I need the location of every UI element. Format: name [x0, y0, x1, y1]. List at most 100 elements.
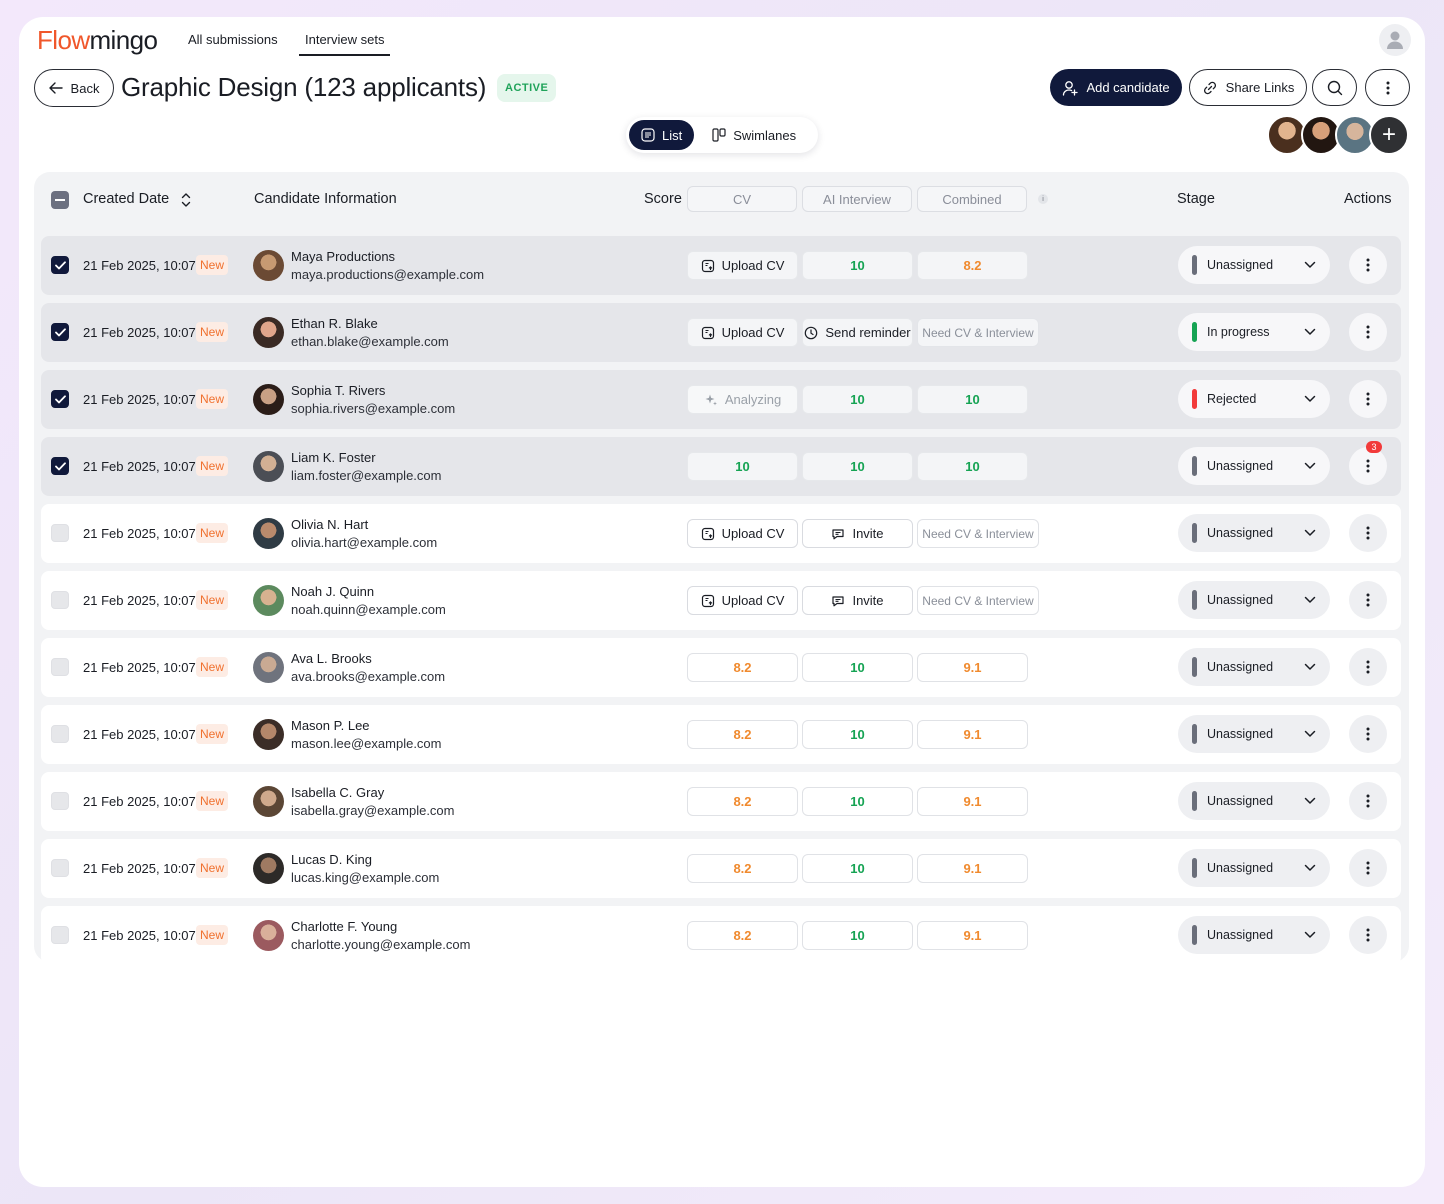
columns-icon: [712, 128, 726, 142]
share-links-button[interactable]: Share Links: [1189, 69, 1307, 106]
view-toggle: List Swimlanes: [626, 117, 818, 153]
stage-dropdown[interactable]: In progress: [1178, 313, 1330, 351]
candidate-name[interactable]: Isabella C. Gray: [291, 785, 385, 800]
row-actions-button[interactable]: [1349, 380, 1387, 418]
upload-cv-button[interactable]: Upload CV: [687, 586, 798, 615]
candidate-name[interactable]: Lucas D. King: [291, 852, 372, 867]
table-row[interactable]: 21 Feb 2025, 10:07 New Mason P. Lee mason.l…: [41, 705, 1401, 764]
upload-icon: [701, 527, 714, 540]
row-actions-button[interactable]: [1349, 246, 1387, 284]
candidate-name[interactable]: Ava L. Brooks: [291, 651, 372, 666]
info-icon[interactable]: i: [1038, 194, 1048, 204]
table-row[interactable]: 21 Feb 2025, 10:07 New Noah J. Quinn noah.q…: [41, 571, 1401, 630]
invite-button[interactable]: Invite: [802, 586, 913, 615]
table-row[interactable]: 21 Feb 2025, 10:07 New Isabella C. Gray isa…: [41, 772, 1401, 831]
row-checkbox[interactable]: [51, 792, 69, 810]
stage-indicator: [1192, 590, 1197, 610]
table-row[interactable]: 21 Feb 2025, 10:07 New Charlotte F. Young c…: [41, 906, 1401, 965]
logo[interactable]: Flowmingo: [37, 25, 158, 55]
back-button[interactable]: Back: [34, 69, 114, 107]
row-checkbox[interactable]: [51, 658, 69, 676]
chevron-down-icon: [1304, 864, 1316, 871]
score-cell: 8.2: [687, 653, 798, 682]
table-row[interactable]: 21 Feb 2025, 10:07 New Lucas D. King lucas.…: [41, 839, 1401, 898]
user-avatar[interactable]: [1379, 24, 1411, 56]
row-checkbox[interactable]: [51, 457, 69, 475]
created-date: 21 Feb 2025, 10:07: [83, 258, 196, 273]
column-created-date[interactable]: Created Date: [83, 191, 170, 207]
row-checkbox[interactable]: [51, 725, 69, 743]
row-actions-button[interactable]: [1349, 447, 1387, 485]
row-checkbox[interactable]: [51, 926, 69, 944]
new-badge: New: [196, 858, 229, 878]
row-checkbox[interactable]: [51, 256, 69, 274]
add-member-icon[interactable]: +: [1369, 115, 1409, 155]
row-actions-button[interactable]: [1349, 581, 1387, 619]
select-all-checkbox[interactable]: [51, 191, 69, 209]
candidate-name[interactable]: Sophia T. Rivers: [291, 383, 386, 398]
row-actions-button[interactable]: [1349, 313, 1387, 351]
candidate-name[interactable]: Maya Productions: [291, 249, 396, 264]
candidate-name[interactable]: Noah J. Quinn: [291, 584, 375, 599]
add-candidate-button[interactable]: Add candidate: [1050, 69, 1182, 106]
row-checkbox[interactable]: [51, 524, 69, 542]
upload-cv-button[interactable]: Upload CV: [687, 519, 798, 548]
row-actions-button[interactable]: [1349, 916, 1387, 954]
row-checkbox[interactable]: [51, 323, 69, 341]
row-actions-button[interactable]: [1349, 782, 1387, 820]
row-actions-button[interactable]: [1349, 849, 1387, 887]
candidate-name[interactable]: Charlotte F. Young: [291, 919, 398, 934]
table-row[interactable]: 21 Feb 2025, 10:07 New Ethan R. Blake ethan…: [41, 303, 1401, 362]
new-badge: New: [196, 322, 229, 342]
upload-cv-button[interactable]: Upload CV: [687, 318, 798, 347]
row-actions-button[interactable]: [1349, 514, 1387, 552]
tab-all-submissions[interactable]: All submissions: [188, 32, 278, 47]
table-row[interactable]: 21 Feb 2025, 10:07 New Ava L. Brooks ava.br…: [41, 638, 1401, 697]
stage-indicator: [1192, 657, 1197, 677]
stage-dropdown[interactable]: Unassigned: [1178, 782, 1330, 820]
team-avatars[interactable]: +: [1267, 115, 1412, 155]
need-cv-interview-status: Need CV & Interview: [917, 318, 1039, 347]
send-reminder-button[interactable]: Send reminder: [802, 318, 913, 347]
table-row[interactable]: 21 Feb 2025, 10:07 New Sophia T. Rivers sop…: [41, 370, 1401, 429]
row-checkbox[interactable]: [51, 859, 69, 877]
stage-dropdown[interactable]: Unassigned: [1178, 447, 1330, 485]
table-row[interactable]: 21 Feb 2025, 10:07 New Maya Productions may…: [41, 236, 1401, 295]
clock-icon: [805, 326, 818, 339]
sparkle-icon: [705, 394, 717, 405]
table-row[interactable]: 21 Feb 2025, 10:07 New Olivia N. Hart olivi…: [41, 504, 1401, 563]
list-view-button[interactable]: List: [629, 120, 695, 150]
sort-icon[interactable]: [181, 192, 191, 208]
stage-dropdown[interactable]: Unassigned: [1178, 514, 1330, 552]
more-vertical-icon: [1366, 928, 1370, 942]
invite-button[interactable]: Invite: [802, 519, 913, 548]
chevron-down-icon: [1304, 395, 1316, 402]
candidate-name[interactable]: Liam K. Foster: [291, 450, 376, 465]
stage-dropdown[interactable]: Unassigned: [1178, 715, 1330, 753]
row-checkbox[interactable]: [51, 591, 69, 609]
row-checkbox[interactable]: [51, 390, 69, 408]
table-row[interactable]: 21 Feb 2025, 10:07 New Liam K. Foster liam.…: [41, 437, 1401, 496]
score-cell: 10: [802, 251, 913, 280]
score-cell: 10: [802, 452, 913, 481]
avatar: [253, 585, 284, 616]
stage-dropdown[interactable]: Unassigned: [1178, 246, 1330, 284]
tab-interview-sets[interactable]: Interview sets: [299, 32, 391, 56]
stage-label: In progress: [1207, 325, 1270, 339]
swimlanes-view-button[interactable]: Swimlanes: [700, 120, 808, 150]
avatar: [253, 317, 284, 348]
upload-cv-button[interactable]: Upload CV: [687, 251, 798, 280]
stage-dropdown[interactable]: Unassigned: [1178, 849, 1330, 887]
row-actions-button[interactable]: [1349, 715, 1387, 753]
stage-dropdown[interactable]: Unassigned: [1178, 916, 1330, 954]
search-button[interactable]: [1312, 69, 1357, 106]
candidate-name[interactable]: Mason P. Lee: [291, 718, 370, 733]
row-actions-button[interactable]: [1349, 648, 1387, 686]
stage-dropdown[interactable]: Rejected: [1178, 380, 1330, 418]
candidate-name[interactable]: Olivia N. Hart: [291, 517, 369, 532]
stage-dropdown[interactable]: Unassigned: [1178, 581, 1330, 619]
candidate-name[interactable]: Ethan R. Blake: [291, 316, 378, 331]
more-options-button[interactable]: [1365, 69, 1410, 106]
column-cv: CV: [687, 186, 797, 212]
stage-dropdown[interactable]: Unassigned: [1178, 648, 1330, 686]
